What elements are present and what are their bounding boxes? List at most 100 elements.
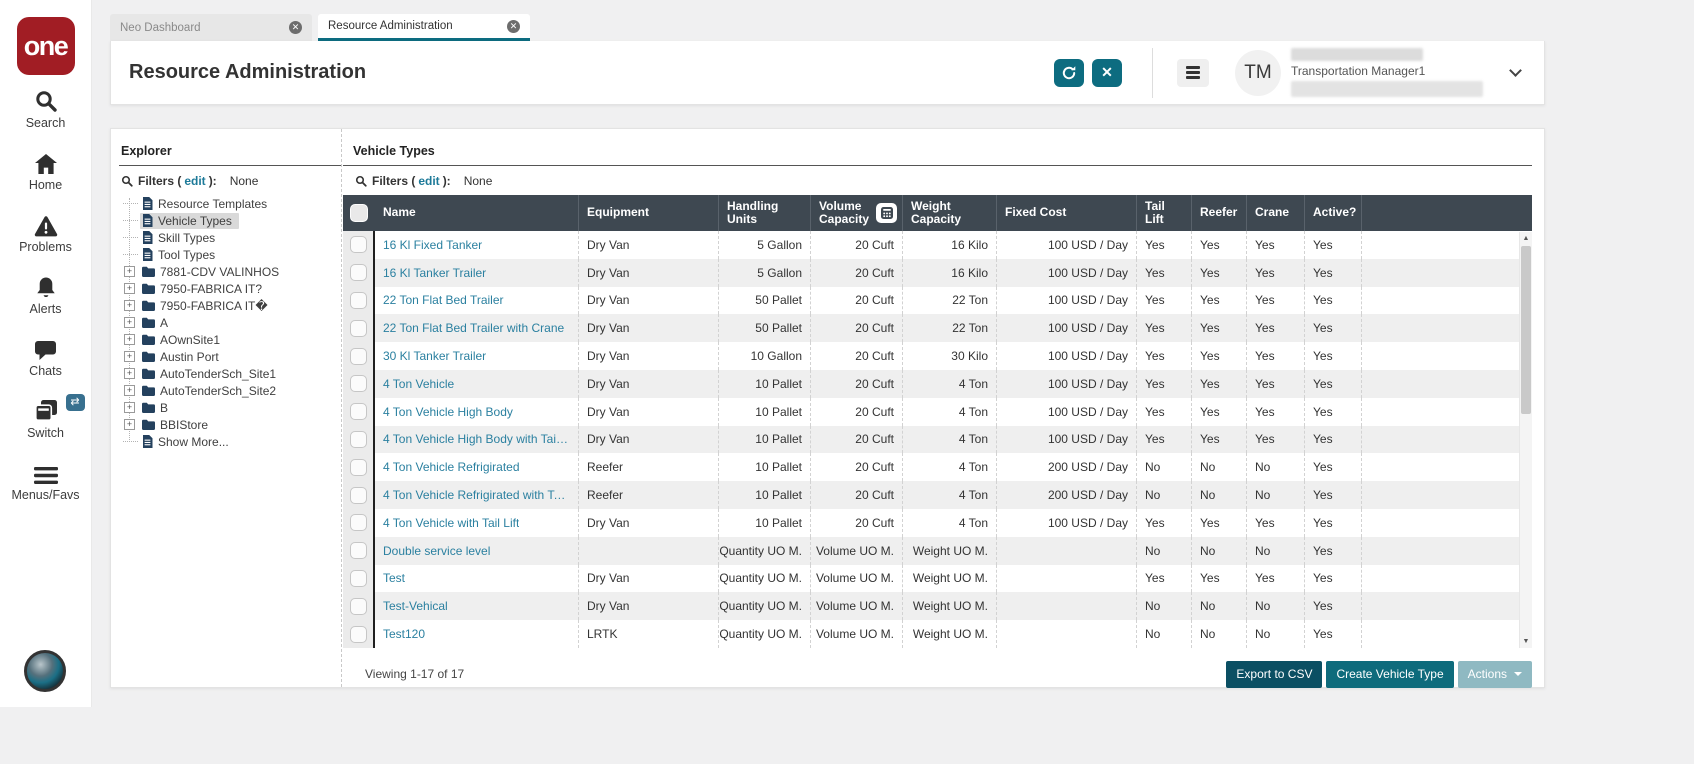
- vehicle-type-link[interactable]: 4 Ton Vehicle High Body: [383, 404, 513, 419]
- chevron-down-icon[interactable]: [1509, 64, 1522, 77]
- refresh-button[interactable]: [1054, 58, 1084, 87]
- vehicle-type-link[interactable]: 4 Ton Vehicle: [383, 376, 455, 391]
- sidebar-item[interactable]: Alerts: [0, 275, 92, 316]
- vehicle-type-link[interactable]: Test: [383, 571, 406, 586]
- filters-edit-link[interactable]: edit: [184, 174, 206, 188]
- vehicle-type-link[interactable]: Test-Vehical: [383, 599, 448, 614]
- vehicle-type-link[interactable]: 16 Kl Fixed Tanker: [383, 237, 483, 252]
- scroll-up-icon[interactable]: ▲: [1522, 235, 1530, 242]
- tab-close-icon[interactable]: [289, 21, 302, 34]
- table-row[interactable]: 4 Ton Vehicle Refrigirated with Tail Lif…: [343, 481, 1532, 509]
- tree-item[interactable]: 7881-CDV VALINHOS: [123, 263, 341, 280]
- scrollbar-thumb[interactable]: [1521, 246, 1531, 414]
- tree-item[interactable]: BBIStore: [123, 416, 341, 433]
- actions-button[interactable]: Actions: [1457, 660, 1532, 688]
- tree-item[interactable]: B: [123, 399, 341, 416]
- column-header-tail-lift[interactable]: Tail Lift: [1137, 195, 1192, 231]
- vertical-scrollbar[interactable]: ▲ ▼: [1519, 232, 1532, 648]
- vehicle-type-link[interactable]: Double service level: [383, 543, 491, 558]
- column-header-equipment[interactable]: Equipment: [579, 195, 719, 231]
- vehicle-type-link[interactable]: Test120: [383, 627, 426, 642]
- table-row[interactable]: Test-Vehical Dry Van Quantity UO M. Volu…: [343, 592, 1532, 621]
- table-row[interactable]: 22 Ton Flat Bed Trailer with Crane Dry V…: [343, 314, 1532, 343]
- uom-grid-icon[interactable]: [876, 203, 898, 223]
- tree-item[interactable]: 7950-FABRICA IT?: [123, 280, 341, 297]
- switch-badge-icon[interactable]: ⇄: [65, 394, 85, 411]
- sidebar-item[interactable]: Chats: [0, 337, 92, 378]
- tree-item[interactable]: AOwnSite1: [123, 331, 341, 348]
- vehicle-type-link[interactable]: 4 Ton Vehicle with Tail Lift: [383, 515, 520, 530]
- tree-item[interactable]: Show More...: [123, 433, 341, 450]
- vehicle-type-link[interactable]: 4 Ton Vehicle High Body with Tail Lift: [383, 432, 570, 447]
- scroll-down-icon[interactable]: ▼: [1522, 638, 1530, 645]
- row-checkbox[interactable]: [349, 264, 367, 282]
- vehicle-type-link[interactable]: 22 Ton Flat Bed Trailer: [383, 293, 504, 308]
- tab[interactable]: Resource Administration: [318, 14, 530, 41]
- table-row[interactable]: 4 Ton Vehicle Refrigirated Reefer 10 Pal…: [343, 453, 1532, 482]
- tree-item[interactable]: 7950-FABRICA IT�: [123, 297, 341, 314]
- sidebar-item[interactable]: Switch ⇄: [0, 394, 92, 440]
- expand-plus-icon[interactable]: [124, 368, 135, 379]
- vehicle-type-link[interactable]: 4 Ton Vehicle Refrigirated: [383, 460, 520, 475]
- row-checkbox[interactable]: [349, 597, 367, 615]
- filters-edit-link[interactable]: edit: [418, 174, 440, 188]
- table-row[interactable]: 16 Kl Tanker Trailer Dry Van 5 Gallon 20…: [343, 258, 1532, 287]
- tab-close-icon[interactable]: [507, 19, 520, 33]
- expand-plus-icon[interactable]: [124, 283, 135, 294]
- column-header-active[interactable]: Active?: [1305, 195, 1362, 231]
- row-checkbox[interactable]: [349, 569, 367, 587]
- vehicle-type-link[interactable]: 16 Kl Tanker Trailer: [383, 265, 487, 280]
- row-checkbox[interactable]: [349, 458, 367, 476]
- column-header-handling-units[interactable]: Handling Units: [719, 195, 811, 231]
- row-checkbox[interactable]: [349, 486, 367, 504]
- row-checkbox[interactable]: [349, 514, 367, 532]
- expand-plus-icon[interactable]: [124, 385, 135, 396]
- row-checkbox[interactable]: [349, 236, 367, 254]
- row-checkbox[interactable]: [349, 375, 367, 393]
- create-vehicle-type-button[interactable]: Create Vehicle Type: [1326, 660, 1454, 688]
- close-button[interactable]: ✕: [1092, 58, 1122, 87]
- user-avatar[interactable]: TM: [1235, 49, 1281, 96]
- menu-button[interactable]: [1177, 58, 1209, 87]
- row-checkbox[interactable]: [349, 319, 367, 337]
- table-row[interactable]: 30 Kl Tanker Trailer Dry Van 10 Gallon 2…: [343, 342, 1532, 370]
- row-checkbox[interactable]: [349, 403, 367, 421]
- table-row[interactable]: Double service level Quantity UO M. Volu…: [343, 536, 1532, 565]
- sidebar-item[interactable]: Home: [0, 151, 92, 192]
- table-row[interactable]: 4 Ton Vehicle High Body with Tail Lift D…: [343, 425, 1532, 454]
- row-checkbox[interactable]: [349, 430, 367, 448]
- table-row[interactable]: Test Dry Van Quantity UO M. Volume UO M.…: [343, 564, 1532, 593]
- expand-plus-icon[interactable]: [124, 351, 135, 362]
- export-to-csv-button[interactable]: Export to CSV: [1226, 660, 1323, 688]
- row-checkbox[interactable]: [349, 625, 367, 643]
- row-checkbox[interactable]: [349, 291, 367, 309]
- sidebar-item[interactable]: Problems: [0, 213, 92, 254]
- column-header-volume-capacity[interactable]: Volume Capacity: [811, 195, 903, 231]
- tree-item[interactable]: AutoTenderSch_Site1: [123, 365, 341, 382]
- sidebar-item[interactable]: Search: [0, 89, 92, 130]
- vehicle-type-link[interactable]: 22 Ton Flat Bed Trailer with Crane: [383, 321, 565, 336]
- tree-item[interactable]: Austin Port: [123, 348, 341, 365]
- tree-item[interactable]: AutoTenderSch_Site2: [123, 382, 341, 399]
- tree-item[interactable]: Vehicle Types: [123, 212, 341, 229]
- column-header-fixed-cost[interactable]: Fixed Cost: [997, 195, 1137, 231]
- expand-plus-icon[interactable]: [124, 300, 135, 311]
- table-row[interactable]: 4 Ton Vehicle Dry Van 10 Pallet 20 Cuft …: [343, 369, 1532, 398]
- column-header-reefer[interactable]: Reefer: [1192, 195, 1247, 231]
- row-checkbox[interactable]: [349, 347, 367, 365]
- expand-plus-icon[interactable]: [124, 419, 135, 430]
- select-all-checkbox[interactable]: [350, 204, 368, 222]
- assistant-avatar[interactable]: [24, 650, 66, 692]
- column-header-weight-capacity[interactable]: Weight Capacity: [903, 195, 997, 231]
- tree-item[interactable]: Skill Types: [123, 229, 341, 246]
- sidebar-item[interactable]: Menus/Favs: [0, 461, 92, 502]
- expand-plus-icon[interactable]: [124, 266, 135, 277]
- tree-item[interactable]: A: [123, 314, 341, 331]
- expand-plus-icon[interactable]: [124, 334, 135, 345]
- table-row[interactable]: Test120 LRTK Quantity UO M. Volume UO M.…: [343, 620, 1532, 648]
- expand-plus-icon[interactable]: [124, 402, 135, 413]
- vehicle-type-link[interactable]: 30 Kl Tanker Trailer: [383, 349, 487, 364]
- tree-item[interactable]: Resource Templates: [123, 195, 341, 212]
- vehicle-type-link[interactable]: 4 Ton Vehicle Refrigirated with Tail Lif…: [383, 488, 570, 503]
- table-row[interactable]: 4 Ton Vehicle with Tail Lift Dry Van 10 …: [343, 508, 1532, 537]
